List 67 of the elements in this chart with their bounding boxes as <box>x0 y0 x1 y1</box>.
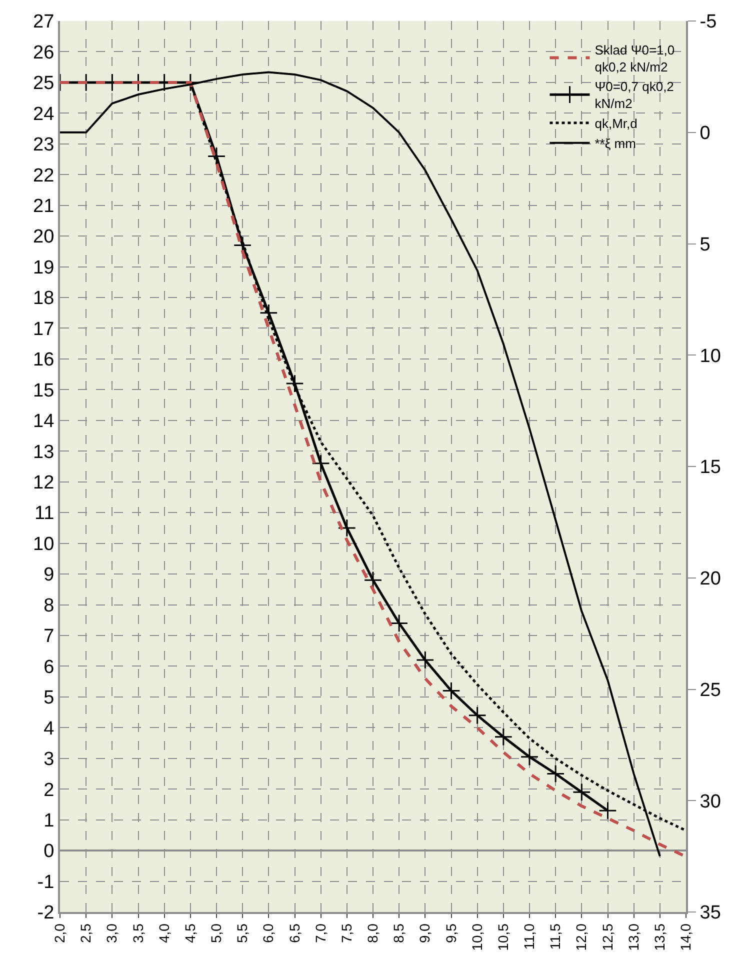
x-tick-label: 7,5 <box>338 923 354 944</box>
y2-tick-label: 35 <box>700 902 721 924</box>
x-tick-label: 5,0 <box>208 923 224 944</box>
y2-tick-label: 10 <box>700 346 721 367</box>
y2-tick-label: 0 <box>700 123 710 144</box>
x-tick-label: 11,5 <box>547 923 564 950</box>
y-tick-label: 20 <box>33 226 54 248</box>
legend-label: qk,Mr,d <box>594 116 638 131</box>
x-tick-label: 14,0 <box>678 923 694 951</box>
y-tick-label: 13 <box>33 442 54 463</box>
x-tick-label: 6,5 <box>286 923 302 944</box>
y-tick-label: -2 <box>37 902 54 924</box>
y-tick-label: 22 <box>33 165 54 186</box>
x-tick-label: 10,5 <box>494 923 511 951</box>
y2-tick-label: 25 <box>700 680 721 701</box>
x-tick-label: 12,5 <box>599 923 616 951</box>
x-tick-label: 2,5 <box>78 923 94 944</box>
x-tick-label: 9,0 <box>416 923 433 944</box>
legend-label: Sklad Ψ0=1,0 qk0,2 kN/m2 <box>594 42 675 74</box>
x-tick-label: 8,5 <box>390 923 407 944</box>
y-tick-label: 18 <box>33 288 54 310</box>
y-tick-label: 21 <box>33 196 54 217</box>
y-tick-label: 14 <box>33 411 55 432</box>
y-tick-label: 15 <box>33 380 54 402</box>
y-tick-label: 26 <box>33 42 54 64</box>
x-tick-label: 13,5 <box>651 923 668 951</box>
x-tick-label: 4,0 <box>156 923 172 944</box>
x-tick-label: 11,0 <box>521 923 538 950</box>
y-tick-label: 1 <box>44 810 54 832</box>
x-tick-label: 2,0 <box>52 923 68 944</box>
x-tick-label: 10,0 <box>468 923 485 951</box>
y2-tick-label: 15 <box>700 457 721 478</box>
y-tick-label: 12 <box>33 472 54 494</box>
y-tick-label: 9 <box>44 564 54 586</box>
y2-tick-label: 20 <box>700 568 721 590</box>
x-tick-label: 3,5 <box>130 923 146 944</box>
x-tick-label: 5,5 <box>234 923 250 944</box>
x-tick-label: 4,5 <box>182 923 198 944</box>
x-tick-label: 9,5 <box>442 923 459 944</box>
x-tick-label: 8,0 <box>364 923 381 944</box>
y-tick-label: 7 <box>44 626 54 648</box>
x-tick-label: 7,0 <box>312 923 328 944</box>
y-tick-label: 25 <box>33 73 54 94</box>
x-tick-label: 13,0 <box>625 923 642 951</box>
y-tick-label: -1 <box>37 872 54 893</box>
y-tick-label: 3 <box>44 749 54 770</box>
x-tick-label: 12,0 <box>573 923 590 951</box>
y-tick-label: 5 <box>44 688 54 709</box>
y2-tick-label: -5 <box>700 12 717 33</box>
x-tick-label: 6,0 <box>260 923 276 944</box>
y-tick-label: 27 <box>33 12 54 33</box>
y2-tick-label: 30 <box>700 791 721 812</box>
y-tick-label: 6 <box>44 656 54 678</box>
y-tick-label: 4 <box>44 718 55 740</box>
y-tick-label: 23 <box>33 134 54 156</box>
y-tick-label: 2 <box>44 780 54 801</box>
y-tick-label: 8 <box>44 595 54 616</box>
y-tick-label: 24 <box>33 104 55 125</box>
y-tick-label: 10 <box>33 534 54 555</box>
y-tick-label: 19 <box>33 257 54 278</box>
x-tick-label: 3,0 <box>104 923 120 944</box>
y-tick-label: 0 <box>44 841 54 862</box>
y-tick-label: 17 <box>33 318 54 340</box>
y-tick-label: 16 <box>33 350 54 371</box>
legend-label: **ξ mm <box>594 136 636 151</box>
y2-tick-label: 5 <box>700 234 710 256</box>
y-tick-label: 11 <box>34 503 54 524</box>
